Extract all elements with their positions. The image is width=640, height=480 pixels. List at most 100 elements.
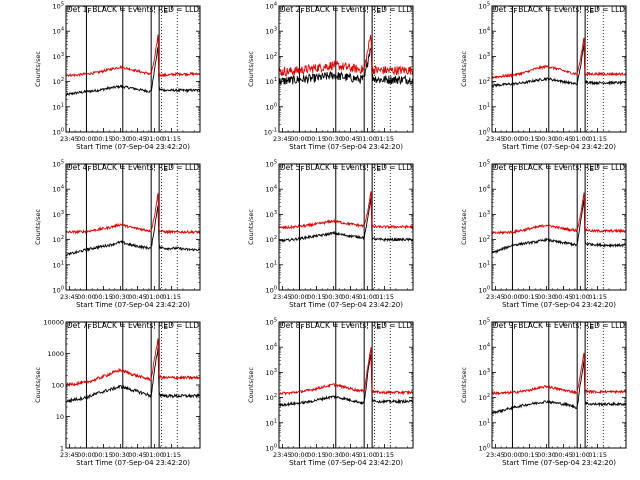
y-tick-label: 103 <box>479 368 490 377</box>
y-tick-label: 102 <box>53 235 64 244</box>
x-tick-label: 00:45 <box>554 293 573 301</box>
x-tick-label: 00:00 <box>290 135 309 143</box>
x-tick-label: 01:00 <box>571 135 590 143</box>
series-line-events <box>65 205 201 257</box>
series-line-events <box>65 347 200 404</box>
x-tick-label: 23:45 <box>60 451 79 459</box>
panel-title: Det 9: BLACK = Events, RED = LLD <box>493 321 625 330</box>
x-tick-label: 01:00 <box>571 451 590 459</box>
x-tick-label: 00:00 <box>503 293 522 301</box>
y-axis-label: Counts/sec <box>460 209 468 245</box>
x-tick-label: 23:45 <box>60 135 79 143</box>
bracket-label: F <box>513 7 517 15</box>
y-tick-label: 103 <box>266 368 277 377</box>
y-axis-label: Counts/sec <box>34 51 42 87</box>
plot-frame <box>278 5 414 133</box>
series-line-events <box>279 47 414 86</box>
x-tick-label: 00:00 <box>503 451 522 459</box>
x-tick-label: 00:30 <box>537 293 556 301</box>
x-tick-label: 00:30 <box>324 293 343 301</box>
x-tick-label: 01:15 <box>375 135 394 143</box>
y-tick-label: 103 <box>266 27 277 36</box>
series-line-lld <box>491 192 627 235</box>
series-line-events <box>278 197 413 243</box>
series-line-lld <box>491 37 627 80</box>
y-tick-label: 102 <box>479 77 490 86</box>
y-tick-label: 100 <box>266 102 277 111</box>
y-tick-label: 104 <box>266 2 277 11</box>
series-line-events <box>491 199 627 255</box>
plot-frame <box>491 5 627 133</box>
x-tick-label: 00:15 <box>520 451 539 459</box>
bracket-label: F <box>513 323 517 331</box>
y-tick-label: 103 <box>479 210 490 219</box>
y-tick-label: 1 <box>60 445 64 453</box>
y-tick-label: 100 <box>479 444 490 453</box>
y-tick-label: 101 <box>266 260 277 269</box>
series-line-events <box>65 46 201 97</box>
x-tick-label: 00:00 <box>77 135 96 143</box>
x-axis-label: Start Time (07-Sep-04 23:42:20) <box>76 459 190 467</box>
y-tick-label: 104 <box>479 343 490 352</box>
plot-frame <box>278 321 414 449</box>
bracket-label: E <box>164 323 168 331</box>
y-tick-label: 100 <box>479 128 490 137</box>
series-line-lld <box>278 347 414 396</box>
y-tick-label: 105 <box>266 318 277 327</box>
y-axis-label: Counts/sec <box>460 51 468 87</box>
x-tick-label: 01:00 <box>145 135 164 143</box>
series-line-lld <box>66 193 201 235</box>
series-line-lld <box>65 34 201 78</box>
x-tick-label: 00:30 <box>111 135 130 143</box>
x-tick-label: 23:45 <box>486 451 505 459</box>
panel-title: Det 4: BLACK = Events, RED = LLD <box>67 163 199 172</box>
y-tick-label: 100 <box>266 286 277 295</box>
x-tick-label: 00:45 <box>128 293 147 301</box>
y-tick-label: 105 <box>479 2 490 11</box>
x-tick-label: 01:15 <box>588 293 607 301</box>
y-tick-label: 100 <box>53 128 64 137</box>
x-tick-label: 00:00 <box>290 293 309 301</box>
plot-frame <box>278 163 414 291</box>
x-axis-label: Start Time (07-Sep-04 23:42:20) <box>76 301 190 309</box>
x-tick-label: 01:00 <box>145 293 164 301</box>
y-tick-label: 100 <box>266 444 277 453</box>
x-tick-label: 01:00 <box>571 293 590 301</box>
x-tick-label: 00:15 <box>520 135 539 143</box>
x-axis-label: Start Time (07-Sep-04 23:42:20) <box>289 459 403 467</box>
bracket-label: F <box>513 165 517 173</box>
series-line-lld <box>65 338 200 387</box>
panel-title: Det 8: BLACK = Events, RED = LLD <box>280 321 412 330</box>
x-tick-label: 01:15 <box>162 293 181 301</box>
x-tick-label: 00:45 <box>554 135 573 143</box>
y-tick-label: 105 <box>53 2 64 11</box>
x-axis-label: Start Time (07-Sep-04 23:42:20) <box>502 143 616 151</box>
x-tick-label: 00:30 <box>324 135 343 143</box>
y-tick-label: 105 <box>53 160 64 169</box>
x-tick-label: 01:00 <box>358 293 377 301</box>
y-tick-label: 104 <box>266 343 277 352</box>
x-tick-label: 23:45 <box>273 293 292 301</box>
bracket-label: F <box>87 7 91 15</box>
x-tick-label: 23:45 <box>486 135 505 143</box>
x-tick-label: 01:00 <box>145 451 164 459</box>
y-tick-label: 104 <box>479 185 490 194</box>
bracket-label: E <box>377 165 381 173</box>
y-tick-label: 101 <box>479 418 490 427</box>
x-tick-label: 00:30 <box>111 451 130 459</box>
x-tick-label: 00:15 <box>307 293 326 301</box>
y-tick-label: 100 <box>53 286 64 295</box>
bracket-label: F <box>87 165 91 173</box>
panel-title: Det 1: BLACK = Events, RED = LLD <box>67 5 199 14</box>
x-axis-label: Start Time (07-Sep-04 23:42:20) <box>502 301 616 309</box>
y-tick-label: 101 <box>479 260 490 269</box>
y-tick-label: 104 <box>266 185 277 194</box>
series-line-events <box>278 353 414 408</box>
